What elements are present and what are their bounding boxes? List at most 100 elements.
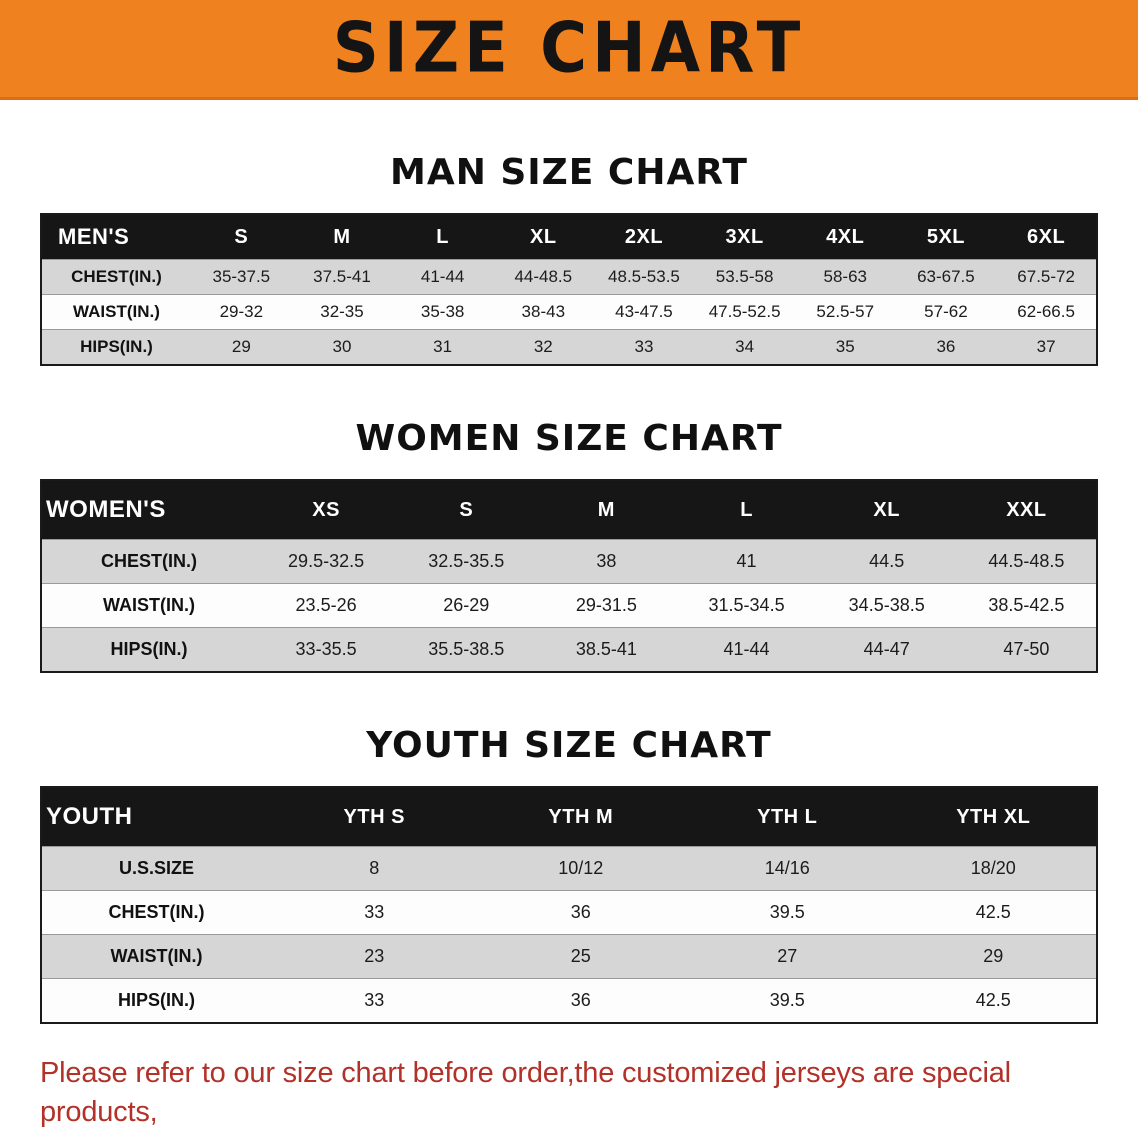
table-header: MEN'S S M L XL 2XL 3XL 4XL 5XL 6XL — [41, 214, 1097, 260]
measurement-value: 39.5 — [769, 990, 805, 1010]
measurement-value: 18/20 — [970, 858, 1016, 878]
measurement-value: 30 — [332, 337, 352, 356]
measurement-row: HIPS(IN.) 33 36 39.5 42.5 — [41, 978, 1097, 1023]
measurement-value: 32.5-35.5 — [428, 551, 505, 571]
measurement-label: CHEST(IN.) — [108, 902, 205, 922]
measurement-row: CHEST(IN.) 33 36 39.5 42.5 — [41, 890, 1097, 935]
women-section-heading: WOMEN SIZE CHART — [355, 418, 783, 459]
measurement-value: 29 — [231, 337, 251, 356]
measurement-value: 44-47 — [863, 639, 910, 659]
size-column-header: 5XL — [895, 214, 997, 260]
measurement-value: 39.5 — [769, 902, 805, 922]
measurement-value: 47.5-52.5 — [708, 302, 781, 321]
measurement-value: 31 — [433, 337, 453, 356]
measurement-value: 36 — [570, 902, 591, 922]
disclaimer-line-1: Please refer to our size chart before or… — [40, 1057, 1011, 1129]
measurement-value: 58-63 — [823, 267, 867, 286]
measurement-value: 48.5-53.5 — [608, 267, 680, 286]
size-column-header: YTH S — [271, 787, 478, 847]
measurement-value: 29 — [983, 946, 1004, 966]
size-column-header: M — [536, 480, 677, 540]
youth-size-section: YOUTH SIZE CHART YOUTH YTH S YTH M YTH L YTH… — [0, 725, 1138, 1024]
measurement-value: 42.5 — [975, 902, 1011, 922]
measurement-value: 26-29 — [443, 595, 490, 615]
measurement-value: 62-66.5 — [1017, 302, 1075, 321]
measurement-value: 38.5-41 — [575, 639, 637, 659]
measurement-value: 36 — [570, 990, 591, 1010]
measurement-label: CHEST(IN.) — [101, 551, 197, 571]
measurement-value: 38 — [596, 551, 617, 571]
header-row: MEN'S S M L XL 2XL 3XL 4XL 5XL 6XL — [41, 214, 1097, 260]
measurement-value: 10/12 — [558, 858, 604, 878]
measurement-value: 27 — [777, 946, 798, 966]
size-column-header: YTH XL — [890, 787, 1097, 847]
size-column-header: YTH L — [684, 787, 891, 847]
table-header: YOUTH YTH S YTH M YTH L YTH XL — [41, 787, 1097, 847]
header-row: WOMEN'S XS S M L XL XXL — [41, 480, 1097, 540]
measurement-row: WAIST(IN.) 23.5-26 26-29 29-31.5 31.5-34.5 34… — [41, 583, 1097, 628]
table-body: CHEST(IN.) 35-37.5 37.5-41 41-44 44-48.5 48.5… — [41, 259, 1097, 365]
measurement-label: WAIST(IN.) — [73, 302, 160, 321]
measurement-label: HIPS(IN.) — [117, 990, 195, 1010]
measurement-value: 23 — [364, 946, 385, 966]
measurement-value: 32-35 — [320, 302, 364, 321]
size-column-header: M — [291, 214, 393, 260]
size-column-header: S — [191, 214, 292, 260]
measurement-value: 33 — [364, 990, 385, 1010]
youth-section-heading: YOUTH SIZE CHART — [366, 725, 772, 766]
disclaimer-note: Please refer to our size chart before or… — [40, 1054, 1098, 1132]
size-column-header: XS — [256, 480, 397, 540]
header-row: YOUTH YTH S YTH M YTH L YTH XL — [41, 787, 1097, 847]
measurement-value: 44.5-48.5 — [988, 551, 1065, 571]
women-size-table-grid: WOMEN'S XS S M L XL XXL CHEST(IN.) 29.5-32.5 32.5… — [40, 479, 1098, 673]
measurement-value: 29-32 — [219, 302, 264, 321]
measurement-value: 29.5-32.5 — [288, 551, 365, 571]
measurement-value: 23.5-26 — [295, 595, 357, 615]
measurement-value: 32 — [533, 337, 553, 356]
table-body: CHEST(IN.) 29.5-32.5 32.5-35.5 38 41 44.5 44.5… — [41, 539, 1097, 672]
measurement-value: 53.5-58 — [715, 267, 774, 286]
measurement-value: 34.5-38.5 — [848, 595, 925, 615]
measurement-value: 8 — [369, 858, 380, 878]
measurement-value: 43-47.5 — [615, 302, 673, 321]
women-size-table: WOMEN'S XS S M L XL XXL CHEST(IN.) 29.5-32.5 32.5… — [40, 479, 1098, 673]
measurement-label: U.S.SIZE — [118, 858, 194, 878]
measurement-value: 41-44 — [420, 267, 465, 286]
table-title-cell: WOMEN'S — [41, 480, 256, 540]
measurement-value: 29-31.5 — [575, 595, 637, 615]
size-column-header: XXL — [956, 480, 1097, 540]
size-chart-banner: SIZE CHART — [0, 0, 1138, 100]
measurement-value: 33 — [634, 337, 654, 356]
measurement-value: 52.5-57 — [816, 302, 875, 321]
measurement-value: 44-48.5 — [514, 267, 573, 286]
size-column-header: YTH M — [477, 787, 684, 847]
measurement-value: 37 — [1036, 337, 1056, 356]
size-column-header: 2XL — [593, 214, 695, 260]
size-column-header: S — [396, 480, 537, 540]
table-header: WOMEN'S XS S M L XL XXL — [41, 480, 1097, 540]
table-title-cell: MEN'S — [41, 214, 191, 260]
size-column-header: XL — [492, 214, 594, 260]
size-column-header: L — [676, 480, 817, 540]
measurement-value: 35 — [835, 337, 855, 356]
men-section-heading: MAN SIZE CHART — [390, 152, 748, 193]
men-size-section: MAN SIZE CHART MEN'S S M L XL 2XL 3XL 4XL 5XL 6XL… — [0, 152, 1138, 366]
measurement-row: CHEST(IN.) 29.5-32.5 32.5-35.5 38 41 44.5 44.5… — [41, 539, 1097, 584]
youth-size-table: YOUTH YTH S YTH M YTH L YTH XL U.S.SIZE 8 10/12… — [40, 786, 1098, 1024]
measurement-row: HIPS(IN.) 33-35.5 35.5-38.5 38.5-41 41-44 44-… — [41, 627, 1097, 672]
measurement-label: HIPS(IN.) — [80, 337, 153, 356]
measurement-row: WAIST(IN.) 29-32 32-35 35-38 38-43 43-47.5 47.… — [41, 294, 1097, 330]
measurement-value: 33 — [364, 902, 385, 922]
table-body: U.S.SIZE 8 10/12 14/16 18/20 CHEST(IN.) 33 36 39… — [41, 846, 1097, 1023]
size-column-header: 4XL — [794, 214, 896, 260]
measurement-value: 34 — [735, 337, 755, 356]
measurement-label: WAIST(IN.) — [110, 946, 203, 966]
men-size-table: MEN'S S M L XL 2XL 3XL 4XL 5XL 6XL CHEST(IN.) 35-37… — [40, 213, 1098, 366]
measurement-value: 35-38 — [420, 302, 465, 321]
measurement-row: HIPS(IN.) 29 30 31 32 33 34 35 36 37 — [41, 329, 1097, 365]
measurement-label: HIPS(IN.) — [110, 639, 188, 659]
measurement-value: 35.5-38.5 — [428, 639, 505, 659]
women-size-section: WOMEN SIZE CHART WOMEN'S XS S M L XL XXL CHEST(… — [0, 418, 1138, 673]
men-size-table-grid: MEN'S S M L XL 2XL 3XL 4XL 5XL 6XL CHEST(IN.) 35-37… — [40, 213, 1098, 366]
measurement-value: 41-44 — [723, 639, 770, 659]
